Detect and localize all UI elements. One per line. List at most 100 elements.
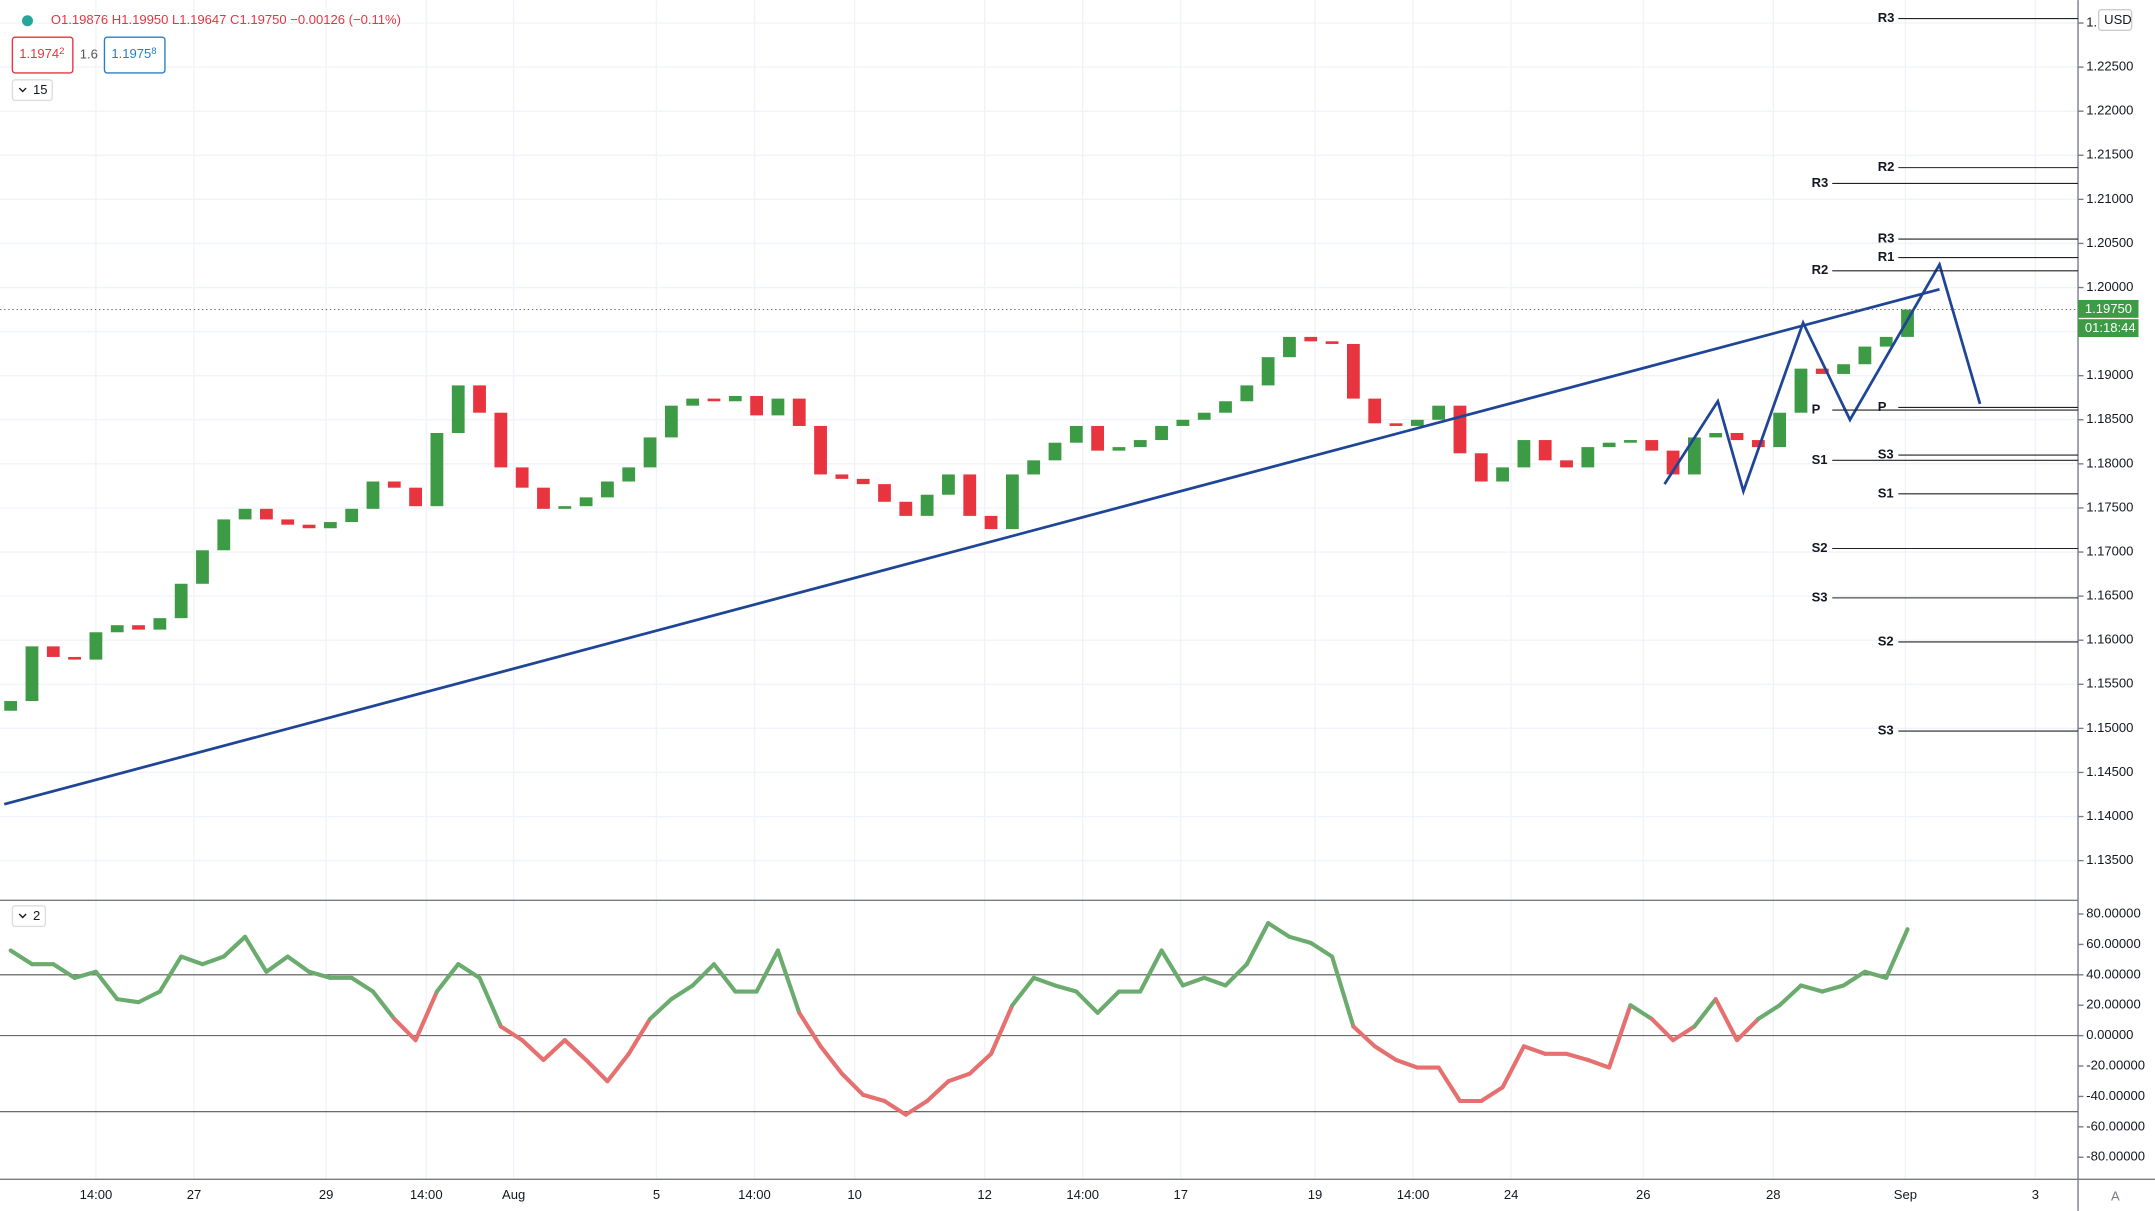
collapse-button[interactable]: [11, 79, 53, 102]
candle-body: [25, 646, 39, 702]
y-tick-label: 1.22000: [2086, 103, 2133, 118]
x-tick-label: 14:00: [1066, 1187, 1099, 1202]
oscillator-segment: [861, 1092, 887, 1104]
oscillator-segment: [1820, 983, 1846, 994]
pane-collapse-button[interactable]: [11, 905, 47, 928]
candle-body: [878, 484, 891, 502]
candle-body: [1496, 467, 1509, 482]
currency-button[interactable]: [2097, 9, 2133, 32]
buy-button[interactable]: [103, 36, 166, 74]
oscillator-segment: [925, 1079, 951, 1104]
ask-price: 1.19758: [111, 45, 156, 61]
x-tick-label: 27: [187, 1187, 202, 1202]
candle-body: [1815, 368, 1829, 374]
candle-body: [1176, 419, 1190, 426]
candle-body: [345, 508, 359, 523]
oscillator-segment: [477, 975, 503, 1029]
candle-body: [814, 425, 827, 475]
oscillator-segment: [1500, 1044, 1526, 1090]
oscillator-segment: [1756, 1003, 1782, 1021]
x-tick-label: 19: [1308, 1187, 1323, 1202]
oscillator-segment: [626, 1016, 653, 1056]
candle-body: [1645, 440, 1659, 451]
y-tick-label: 1.: [2086, 14, 2097, 29]
candle-body: [1730, 433, 1744, 441]
candle-body: [387, 481, 401, 488]
candle-body: [1155, 425, 1168, 441]
candle-body: [1837, 364, 1850, 374]
x-tick-label: 14:00: [1397, 1187, 1430, 1202]
candle-body: [430, 433, 444, 507]
candle-body: [217, 519, 231, 551]
y2-tick-label: -60.00000: [2086, 1118, 2145, 1133]
oscillator-segment: [1074, 989, 1100, 1015]
oscillator-segment: [1692, 997, 1718, 1029]
candle-body: [686, 398, 700, 406]
oscillator-segment: [1159, 948, 1185, 988]
oscillator-segment: [285, 954, 312, 974]
oscillator-segment: [818, 1044, 844, 1076]
oscillator-segment: [392, 1016, 418, 1043]
oscillator-segment: [775, 948, 802, 1015]
oscillator-segment: [157, 954, 184, 994]
x-tick-label: 28: [1766, 1187, 1781, 1202]
sell-button[interactable]: [11, 36, 74, 74]
candle-body: [664, 405, 678, 438]
candle-body: [1794, 368, 1808, 413]
oscillator-segment: [1798, 983, 1825, 994]
oscillator-segment: [1031, 975, 1058, 988]
oscillator-segment: [605, 1051, 631, 1084]
oscillator-segment: [264, 954, 290, 974]
candle-body: [1240, 385, 1254, 402]
bid-price: 1.19742: [19, 45, 64, 61]
pivot-label: S3: [1878, 446, 1894, 461]
candle-body: [707, 398, 721, 402]
x-tick-label: 5: [653, 1187, 660, 1202]
oscillator-segment: [797, 1010, 823, 1049]
y2-tick-label: 0.00000: [2086, 1027, 2133, 1042]
candle-body: [558, 506, 572, 509]
candle-body: [1751, 440, 1765, 448]
candle-body: [1283, 336, 1296, 358]
pivot-label: S3: [1878, 722, 1894, 737]
trendline: [3, 287, 1940, 806]
x-tick-label: 12: [977, 1187, 992, 1202]
candle-body: [89, 632, 103, 660]
oscillator-segment: [306, 969, 333, 980]
oscillator-segment: [946, 1071, 972, 1084]
oscillator-segment: [51, 962, 77, 980]
auto-scale[interactable]: A: [2111, 1189, 2120, 1204]
candle-body: [68, 656, 81, 660]
candle-body: [1069, 425, 1083, 443]
candle-body: [238, 508, 252, 520]
candle-body: [174, 583, 188, 619]
y-tick-label: 1.17000: [2086, 543, 2133, 558]
candle-body: [1304, 336, 1318, 342]
candle-body: [132, 625, 145, 630]
candle-body: [1197, 412, 1211, 420]
x-tick-label: 10: [847, 1187, 862, 1202]
oscillator-segment: [115, 997, 141, 1005]
pivot-label: R3: [1878, 230, 1895, 245]
y-tick-label: 1.20500: [2086, 235, 2133, 250]
oscillator-segment: [647, 997, 674, 1021]
x-tick-label: 14:00: [738, 1187, 771, 1202]
x-tick-label: Sep: [1894, 1187, 1917, 1202]
x-tick-label: 3: [2032, 1187, 2039, 1202]
oscillator-segment: [669, 983, 695, 1002]
candle-body: [323, 522, 337, 529]
oscillator-segment: [72, 969, 98, 980]
candle-body: [1112, 447, 1126, 451]
candle-body: [260, 508, 273, 520]
y-tick-label: 1.22500: [2086, 59, 2133, 74]
oscillator-segment: [1308, 940, 1335, 959]
candle-body: [473, 385, 486, 413]
pivot-label: S3: [1812, 589, 1828, 604]
oscillator-segment: [1202, 975, 1228, 988]
candle-body: [1410, 419, 1424, 426]
y2-tick-label: 60.00000: [2086, 936, 2140, 951]
oscillator-segment: [584, 1057, 610, 1084]
countdown: 01:18:44: [2085, 320, 2136, 335]
oscillator-segment: [1479, 1085, 1505, 1104]
pivot-label: S1: [1812, 452, 1828, 467]
